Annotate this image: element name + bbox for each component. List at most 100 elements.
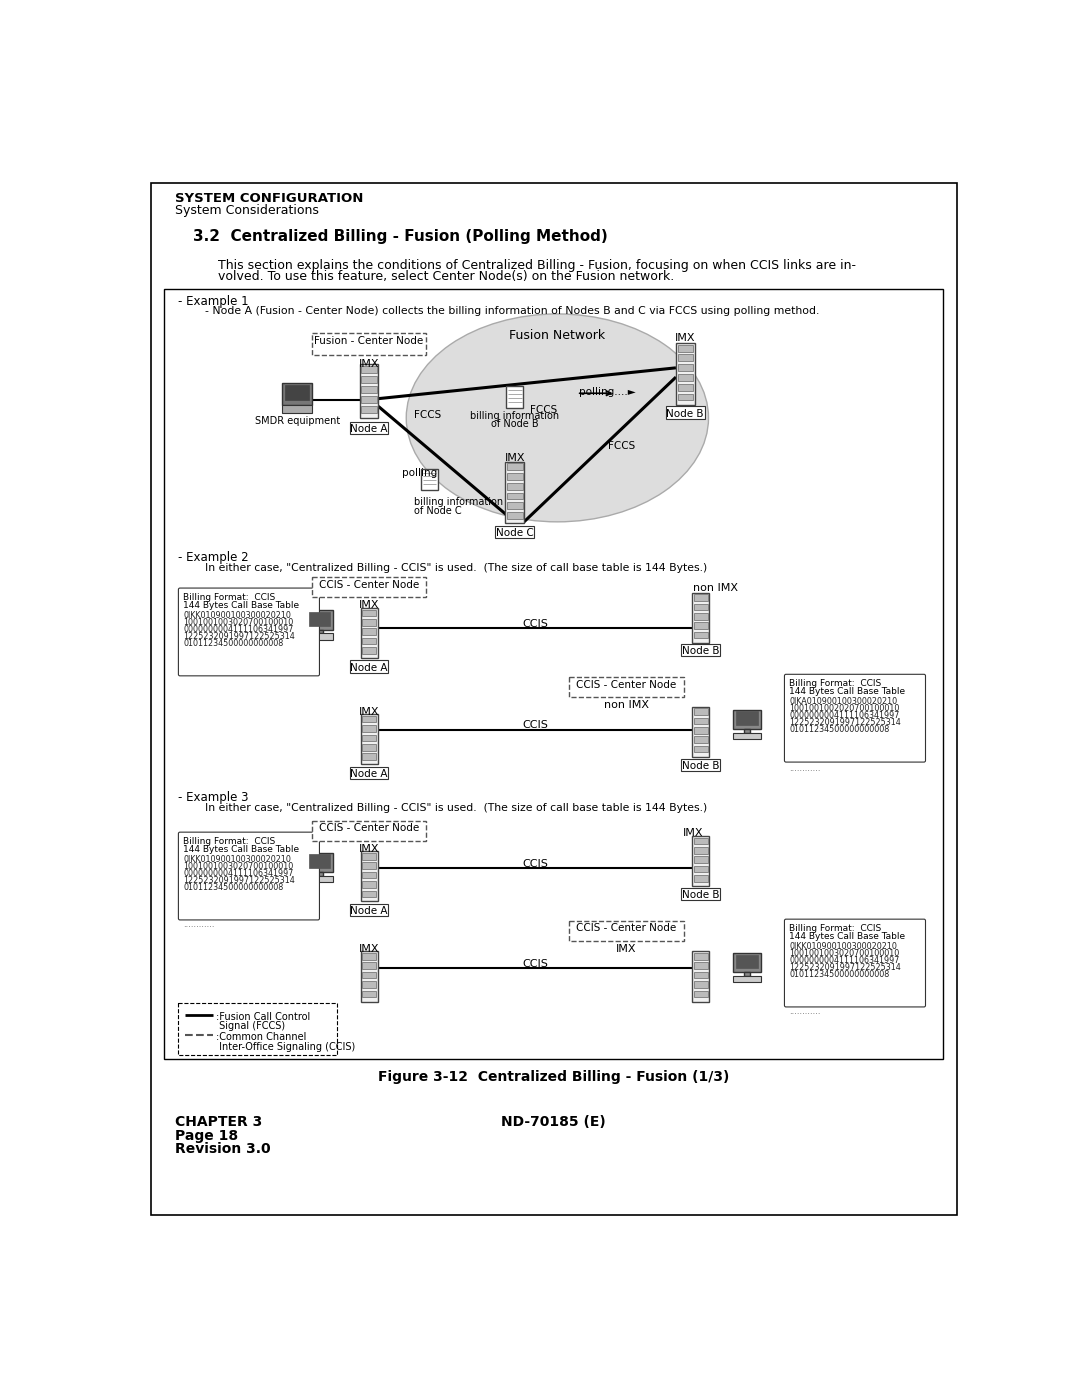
Bar [693, 718, 707, 724]
Text: Node B: Node B [666, 409, 704, 419]
Bar [693, 972, 707, 978]
Bar [350, 422, 389, 434]
Bar [507, 503, 523, 509]
Text: volved. To use this feature, select Center Node(s) on the Fusion network.: volved. To use this feature, select Cent… [218, 270, 674, 284]
Text: IMX: IMX [359, 359, 379, 369]
Bar [362, 890, 376, 897]
Bar [569, 921, 684, 940]
Text: Revision 3.0: Revision 3.0 [175, 1143, 271, 1157]
Bar [681, 887, 720, 900]
Text: This section explains the conditions of Centralized Billing - Fusion, focusing o: This section explains the conditions of … [218, 258, 856, 271]
Text: Node B: Node B [681, 645, 719, 655]
Bar [350, 904, 389, 916]
Text: Node A: Node A [350, 425, 388, 434]
Bar [316, 630, 323, 633]
Text: CCIS - Center Node: CCIS - Center Node [319, 823, 419, 833]
Text: Node B: Node B [681, 890, 719, 900]
Text: FCCS: FCCS [608, 441, 635, 451]
Bar [693, 856, 707, 863]
Bar [362, 386, 377, 393]
Text: non IMX: non IMX [604, 700, 649, 711]
Text: Figure 3-12  Centralized Billing - Fusion (1/3): Figure 3-12 Centralized Billing - Fusion… [378, 1070, 729, 1084]
Bar [312, 820, 427, 841]
Bar [309, 612, 330, 626]
Text: 144 Bytes Call Base Table: 144 Bytes Call Base Table [183, 601, 299, 610]
Text: - Example 2: - Example 2 [177, 550, 248, 564]
Bar [309, 855, 330, 869]
Bar [733, 733, 761, 739]
Text: CCIS: CCIS [523, 721, 549, 731]
Bar [421, 469, 438, 490]
Bar [362, 963, 376, 970]
Bar [361, 951, 378, 1002]
Bar [693, 594, 707, 601]
Text: ............: ............ [789, 1007, 821, 1016]
Bar [362, 647, 376, 654]
Text: Inter-Office Signaling (CCIS): Inter-Office Signaling (CCIS) [216, 1042, 355, 1052]
Bar [692, 835, 710, 886]
Text: Billing Format:  CCIS: Billing Format: CCIS [183, 837, 275, 845]
Text: polling....►: polling....► [579, 387, 636, 397]
Bar [693, 838, 707, 844]
Text: CCIS: CCIS [523, 960, 549, 970]
Bar [362, 753, 376, 760]
Text: 01011234500000000008: 01011234500000000008 [183, 883, 283, 891]
Bar [507, 474, 523, 481]
Bar [306, 610, 334, 630]
Text: 0000000004111106341997: 0000000004111106341997 [789, 956, 900, 965]
Text: ............: ............ [789, 764, 821, 773]
Text: 0000000004111106341997: 0000000004111106341997 [183, 869, 294, 879]
Text: ND-70185 (E): ND-70185 (E) [501, 1115, 606, 1129]
Bar [693, 708, 707, 715]
Bar [507, 387, 524, 408]
Bar [507, 483, 523, 490]
Text: Node A: Node A [350, 768, 388, 780]
Bar [362, 376, 377, 383]
Bar [362, 981, 376, 988]
Bar [362, 619, 376, 626]
Bar [306, 854, 334, 872]
Bar [306, 633, 334, 640]
Bar [677, 355, 693, 362]
Bar [681, 759, 720, 771]
Text: IMX: IMX [683, 828, 703, 838]
Bar [361, 851, 378, 901]
Text: In either case, "Centralized Billing - CCIS" is used.  (The size of call base ta: In either case, "Centralized Billing - C… [205, 563, 707, 573]
Bar [744, 972, 751, 977]
Bar [677, 345, 693, 352]
FancyBboxPatch shape [784, 675, 926, 763]
Bar [362, 407, 377, 414]
Text: 1001001003020700100010: 1001001003020700100010 [183, 617, 294, 627]
Bar [693, 623, 707, 629]
Text: System Considerations: System Considerations [175, 204, 320, 217]
Text: 1001001003020700100010: 1001001003020700100010 [789, 949, 900, 958]
Bar [507, 464, 523, 471]
Bar [505, 462, 524, 524]
Text: 0IKK010900100300020210: 0IKK010900100300020210 [789, 942, 897, 951]
Text: CCIS - Center Node: CCIS - Center Node [577, 680, 676, 690]
Text: IMX: IMX [359, 944, 379, 954]
Bar [676, 344, 694, 405]
Text: Billing Format:  CCIS: Billing Format: CCIS [789, 923, 881, 933]
Bar [362, 882, 376, 887]
Bar [737, 954, 758, 968]
Bar [744, 729, 751, 733]
Text: SMDR equipment: SMDR equipment [255, 415, 340, 426]
Text: billing information: billing information [414, 497, 503, 507]
Text: 01011234500000000008: 01011234500000000008 [789, 970, 889, 979]
Text: Fusion - Center Node: Fusion - Center Node [314, 335, 423, 345]
Text: ............: ............ [183, 921, 215, 929]
Bar [693, 981, 707, 988]
Text: IMX: IMX [616, 944, 636, 954]
Bar [285, 384, 309, 400]
Bar [362, 862, 376, 869]
Text: 0IKK010900100300020210: 0IKK010900100300020210 [183, 610, 291, 620]
Text: 1225232091997122525314: 1225232091997122525314 [789, 963, 901, 972]
Text: 1001001002020700100010: 1001001002020700100010 [789, 704, 900, 714]
Text: Fusion Network: Fusion Network [510, 330, 606, 342]
Bar [350, 767, 389, 780]
Bar [693, 613, 707, 620]
Text: CCIS - Center Node: CCIS - Center Node [319, 580, 419, 590]
Bar [350, 661, 389, 673]
FancyBboxPatch shape [178, 833, 320, 921]
